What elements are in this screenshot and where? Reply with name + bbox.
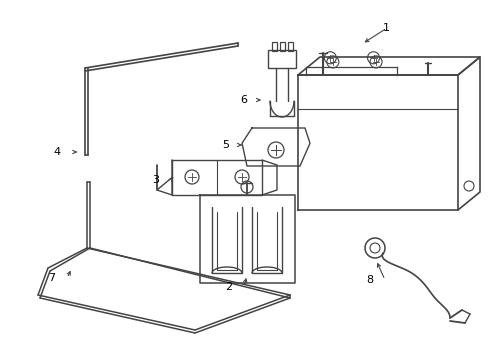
Text: 3: 3 bbox=[152, 175, 159, 185]
Bar bbox=[272, 42, 277, 51]
Text: 1: 1 bbox=[383, 23, 390, 33]
Bar bbox=[288, 42, 293, 51]
Text: 2: 2 bbox=[225, 282, 232, 292]
Text: 7: 7 bbox=[48, 273, 55, 283]
Bar bbox=[268, 50, 296, 68]
Text: 4: 4 bbox=[54, 147, 61, 157]
Text: 8: 8 bbox=[366, 275, 373, 285]
Text: 6: 6 bbox=[240, 95, 247, 105]
Text: 5: 5 bbox=[222, 140, 229, 150]
Bar bbox=[280, 42, 285, 51]
